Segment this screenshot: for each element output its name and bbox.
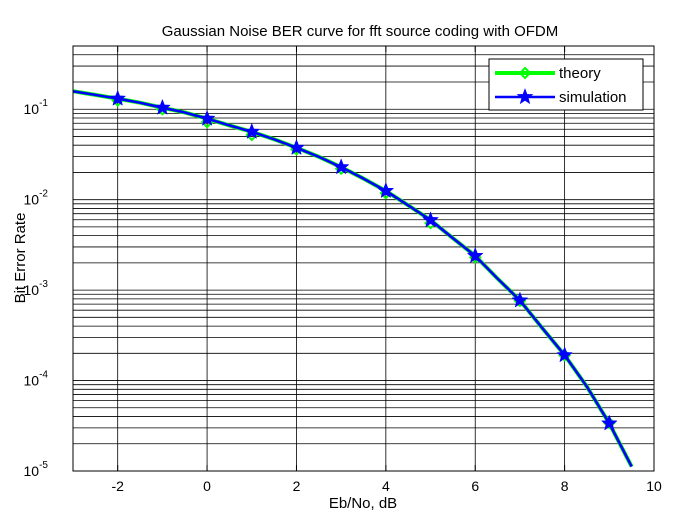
data-point-simulation — [467, 247, 484, 263]
x-tick-label: 8 — [561, 478, 569, 494]
data-point-simulation — [199, 110, 215, 126]
x-tick-label: 4 — [382, 478, 390, 494]
data-point-simulation — [154, 99, 171, 115]
y-axis-label: Bit Error Rate — [12, 213, 29, 304]
legend-label-theory: theory — [559, 65, 601, 82]
legend-label-simulation: simulation — [559, 89, 627, 106]
x-tick-label: 2 — [293, 478, 301, 494]
y-tick-exponent: -5 — [39, 460, 48, 471]
legend-entry-theory: theory — [495, 65, 601, 82]
data-point-simulation — [512, 292, 528, 308]
y-tick-exponent: -1 — [39, 98, 48, 109]
data-point-simulation — [422, 211, 439, 227]
plot-frame — [72, 45, 655, 472]
legend-box — [488, 58, 644, 111]
plot-area — [73, 46, 654, 471]
x-tick-label: -2 — [111, 478, 124, 494]
x-axis-label: Eb/No, dB — [329, 495, 397, 512]
data-point-simulation — [556, 346, 573, 362]
legend-entry-simulation: simulation — [495, 88, 627, 106]
legend-marker-theory — [518, 66, 532, 80]
series-simulation — [73, 89, 633, 468]
chart-title: Gaussian Noise BER curve for fft source … — [162, 23, 559, 40]
y-tick-exponent: -2 — [39, 189, 48, 200]
legend-marker-simulation — [516, 88, 534, 105]
series-group — [73, 89, 634, 468]
data-point-simulation — [288, 139, 305, 155]
x-tick-label: 10 — [646, 478, 662, 494]
data-point-simulation — [109, 90, 126, 106]
data-point-simulation — [377, 182, 394, 198]
data-point-simulation — [243, 123, 260, 139]
legend: theory simulation — [488, 58, 644, 111]
data-point-simulation — [601, 415, 618, 431]
x-tick-label: 6 — [471, 478, 479, 494]
x-tick-label: 0 — [203, 478, 211, 494]
y-tick-exponent: -4 — [39, 370, 48, 381]
y-tick-exponent: -3 — [39, 279, 48, 290]
data-point-simulation — [333, 158, 350, 174]
